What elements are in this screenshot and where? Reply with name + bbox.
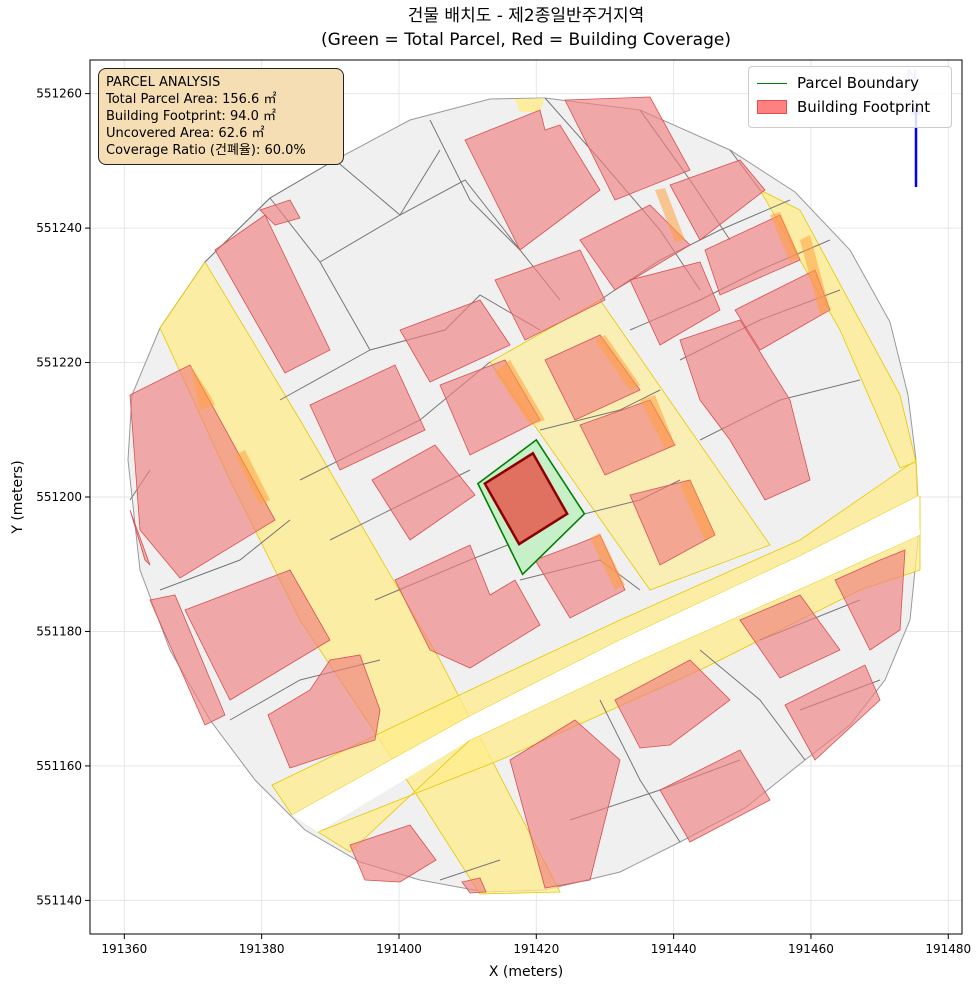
legend: Parcel Boundary Building Footprint [748, 66, 952, 128]
building [494, 249, 606, 341]
road-median-gap [292, 496, 920, 832]
building [544, 334, 641, 421]
building [614, 659, 731, 749]
x-axis-ticks: 191360 191380 191400 191420 191440 191460 1914… [101, 934, 971, 956]
building [679, 319, 811, 501]
building [371, 444, 476, 541]
y-axis-ticks: 551140 551160 551180 551200 551220 551240 5512… [36, 87, 90, 907]
x-tick-label: 191460 [788, 942, 834, 956]
building [659, 749, 771, 843]
map-content [127, 96, 921, 895]
building [129, 364, 276, 579]
building [399, 299, 511, 383]
x-tick-label: 191440 [651, 942, 697, 956]
y-tick-label: 551180 [36, 624, 82, 638]
x-tick-label: 191360 [101, 942, 147, 956]
info-total-parcel-area: Total Parcel Area: 156.6 ㎡ [106, 92, 277, 107]
building [739, 594, 841, 679]
chart-title: 건물 배치도 - 제2종일반주거지역 (Green = Total Parcel… [90, 4, 962, 52]
y-tick-label: 551140 [36, 893, 82, 907]
building [149, 594, 226, 726]
info-coverage-ratio: Coverage Ratio (건폐율): 60.0% [106, 143, 306, 158]
y-tick-label: 551240 [36, 221, 82, 235]
x-tick-label: 191420 [513, 942, 559, 956]
building [461, 877, 487, 894]
info-building-footprint: Building Footprint: 94.0 ㎡ [106, 109, 277, 124]
y-tick-label: 551160 [36, 759, 82, 773]
building [669, 159, 766, 241]
info-uncovered-area: Uncovered Area: 62.6 ㎡ [106, 126, 265, 141]
building [629, 261, 721, 346]
legend-label: Parcel Boundary [797, 74, 920, 92]
building [509, 719, 621, 889]
y-tick-label: 551260 [36, 87, 82, 101]
chart-title-line2: (Green = Total Parcel, Red = Building Co… [321, 30, 731, 50]
target-building [483, 451, 569, 546]
info-heading: PARCEL ANALYSIS [106, 75, 221, 90]
building-footprints [129, 96, 906, 894]
building [184, 569, 331, 701]
building [464, 109, 601, 251]
building [259, 199, 301, 226]
building [784, 664, 881, 761]
building [267, 654, 381, 769]
parcel-analysis-box: PARCEL ANALYSIS Total Parcel Area: 156.6… [98, 68, 344, 165]
building [579, 204, 691, 291]
building [704, 214, 801, 296]
y-tick-label: 551220 [36, 356, 82, 370]
road-north-stub [515, 98, 545, 112]
building [129, 509, 151, 566]
legend-line-swatch [757, 83, 787, 84]
x-tick-label: 191380 [239, 942, 285, 956]
y-axis-label: Y (meters) [10, 460, 26, 534]
building [349, 824, 437, 883]
legend-label: Building Footprint [797, 98, 931, 116]
building [309, 364, 426, 471]
building [214, 214, 331, 374]
chart-title-line1: 건물 배치도 - 제2종일반주거지역 [407, 6, 645, 26]
building [394, 544, 541, 669]
y-tick-label: 551200 [36, 490, 82, 504]
building [564, 96, 691, 201]
x-tick-label: 191400 [376, 942, 422, 956]
road-north-east [758, 189, 917, 469]
x-tick-label: 191480 [925, 942, 971, 956]
legend-patch-swatch [757, 100, 787, 114]
overlap-patches [190, 188, 830, 590]
x-axis-label: X (meters) [489, 964, 563, 980]
building [834, 549, 906, 651]
